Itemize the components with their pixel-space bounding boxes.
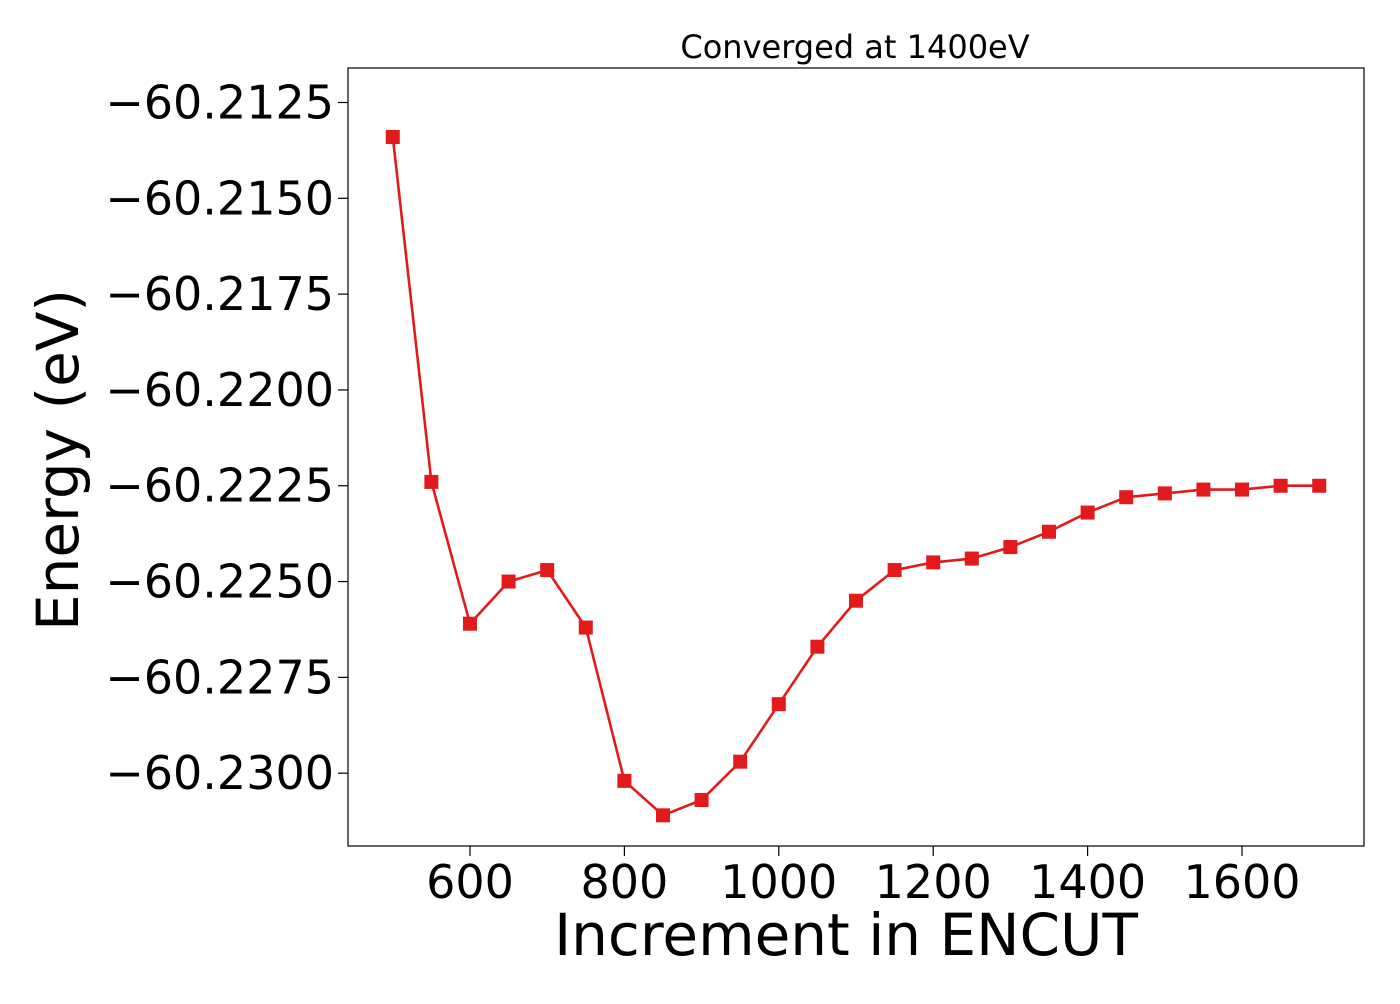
x-axis: 600 800 1000 1200 1400 1600 [426,846,1301,909]
data-point-marker [578,620,593,635]
y-axis-label: Energy (eV) [24,289,92,631]
y-tick-label: −60.2275 [105,650,334,704]
plot-area [347,67,1365,847]
data-point-marker [1273,478,1288,493]
x-tick-label: 1400 [1029,855,1146,909]
x-tick-label: 1000 [720,855,837,909]
data-point-marker [810,639,825,654]
series-energy [385,129,1327,823]
data-point-marker [849,593,863,608]
x-tick-label: 600 [426,855,514,909]
data-point-marker [771,697,786,712]
data-point-marker [1157,486,1172,501]
chart-title: Converged at 1400eV [680,28,1029,66]
data-point-marker [1119,490,1134,505]
data-point-marker [1312,478,1327,493]
data-point-marker [655,808,670,823]
data-point-marker [540,563,555,578]
y-tick-label: −60.2250 [105,555,334,609]
x-tick-label: 1200 [875,855,992,909]
y-tick-label: −60.2175 [105,267,334,321]
data-point-marker [887,563,902,578]
data-point-marker [1080,505,1095,520]
data-point-marker [424,474,439,489]
data-point-marker [733,754,748,769]
x-tick-label: 800 [580,855,668,909]
y-axis: −60.2125 −60.2150 −60.2175 −60.2200 −60.2225… [105,75,348,800]
data-point-marker [501,574,516,589]
data-point-marker [694,793,709,808]
y-tick-label: −60.2200 [105,363,334,417]
data-point-marker [1003,540,1018,555]
data-point-marker [1042,524,1057,539]
series-line [391,136,1320,817]
data-point-marker [1235,482,1250,497]
data-point-marker [385,129,400,144]
data-point-marker [462,616,477,631]
data-point-marker [617,773,632,788]
data-point-marker [926,555,941,570]
y-tick-label: −60.2125 [105,75,334,129]
y-tick-label: −60.2150 [105,171,334,225]
x-tick-label: 1600 [1183,855,1300,909]
data-point-marker [1196,482,1211,497]
y-tick-label: −60.2225 [105,459,334,513]
y-tick-label: −60.2300 [105,746,334,800]
x-axis-label: Increment in ENCUT [554,901,1138,969]
data-point-marker [964,551,979,566]
